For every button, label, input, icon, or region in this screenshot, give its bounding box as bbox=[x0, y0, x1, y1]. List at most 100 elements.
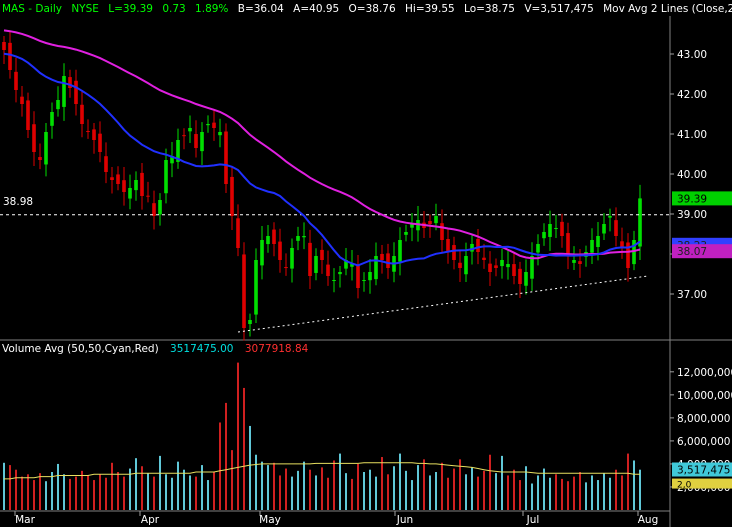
volume-bar bbox=[189, 475, 191, 510]
volume-bar bbox=[225, 402, 227, 510]
candle bbox=[410, 212, 414, 242]
candle bbox=[404, 224, 408, 242]
volume-bar bbox=[549, 477, 551, 510]
last-price-tag-bg bbox=[672, 191, 732, 206]
candle bbox=[140, 163, 144, 210]
volume-bar bbox=[81, 470, 83, 510]
volume-bar bbox=[315, 475, 317, 510]
candle bbox=[248, 313, 252, 337]
candle bbox=[56, 86, 60, 117]
candle-body bbox=[344, 260, 348, 269]
volume-bar bbox=[291, 476, 293, 510]
volume-bar bbox=[429, 475, 431, 510]
volume-bar bbox=[579, 472, 581, 510]
candle-body bbox=[260, 240, 264, 266]
candle-body bbox=[86, 130, 90, 132]
volume-bar bbox=[267, 465, 269, 510]
volume-bar bbox=[423, 459, 425, 510]
price-tick-label: 37.00 bbox=[677, 289, 707, 301]
candle bbox=[230, 166, 234, 230]
candle-body bbox=[182, 135, 186, 137]
candle bbox=[314, 248, 318, 281]
candle-body bbox=[188, 128, 192, 132]
volume-bar bbox=[483, 470, 485, 510]
candle bbox=[308, 229, 312, 290]
volume-bar bbox=[465, 474, 467, 510]
candle bbox=[398, 227, 402, 276]
price-tick-label: 39.00 bbox=[677, 209, 707, 221]
candle-body bbox=[410, 224, 414, 228]
volume-bar bbox=[459, 459, 461, 510]
candle bbox=[50, 102, 54, 139]
candle bbox=[566, 222, 570, 270]
candle bbox=[320, 239, 324, 274]
candle bbox=[332, 268, 336, 293]
candle-body bbox=[20, 96, 24, 104]
volume-bar bbox=[243, 387, 245, 510]
candle bbox=[356, 255, 360, 299]
candle bbox=[236, 204, 240, 257]
month-label: Aug bbox=[638, 514, 659, 526]
volume-bar bbox=[381, 457, 383, 510]
candle-body bbox=[494, 265, 498, 268]
candle bbox=[206, 115, 210, 133]
candle-body bbox=[506, 264, 510, 268]
interval-separator: - bbox=[28, 3, 35, 15]
volume-bar bbox=[489, 454, 491, 510]
ma20-line bbox=[3, 52, 641, 267]
candle bbox=[548, 210, 552, 251]
volume-bar bbox=[321, 467, 323, 510]
volume-bar bbox=[249, 425, 251, 510]
volume-bar bbox=[357, 463, 359, 510]
volume-header: Volume Avg (50,50,Cyan,Red) 3517475.00 3… bbox=[2, 343, 309, 355]
volume-bar bbox=[15, 469, 17, 510]
volume-bar bbox=[567, 481, 569, 510]
candle-body bbox=[146, 195, 150, 197]
candle bbox=[212, 109, 216, 141]
candle bbox=[380, 244, 384, 274]
candle bbox=[152, 190, 156, 230]
candle-body bbox=[92, 129, 96, 140]
candle bbox=[518, 261, 522, 298]
candle-body bbox=[590, 240, 594, 253]
candle-body bbox=[386, 253, 390, 268]
candle-body bbox=[230, 176, 234, 216]
candle bbox=[158, 193, 162, 226]
volume-bar bbox=[165, 474, 167, 510]
candle bbox=[74, 69, 78, 116]
volume-bar bbox=[591, 475, 593, 510]
month-label: Jul bbox=[526, 514, 540, 526]
volume-bar bbox=[387, 474, 389, 510]
candle-body bbox=[8, 42, 12, 70]
volume-bar bbox=[309, 469, 311, 510]
candle bbox=[572, 246, 576, 271]
volume-bar bbox=[543, 468, 545, 510]
volume-bar bbox=[183, 469, 185, 510]
candle-body bbox=[338, 272, 342, 275]
ma50-tag: 38.07 bbox=[677, 246, 707, 258]
volume-bar bbox=[141, 466, 143, 510]
candle bbox=[254, 248, 258, 324]
volume-bar bbox=[477, 476, 479, 510]
volume-bar bbox=[195, 476, 197, 510]
candle-body bbox=[164, 160, 168, 194]
candle-body bbox=[38, 157, 42, 160]
low: Lo=38.75 bbox=[464, 3, 515, 15]
volume-tick-label: 6,000,000 bbox=[677, 436, 730, 448]
volume-bar bbox=[207, 480, 209, 510]
candle-body bbox=[26, 100, 30, 130]
candle-body bbox=[638, 198, 642, 247]
candle bbox=[626, 233, 630, 282]
candle-body bbox=[44, 132, 48, 165]
candle-body bbox=[266, 236, 270, 245]
volume-bar bbox=[417, 465, 419, 510]
volume-bar bbox=[363, 472, 365, 510]
volume-bar bbox=[339, 453, 341, 510]
candle-body bbox=[194, 134, 198, 148]
candle-body bbox=[278, 241, 282, 260]
candle bbox=[512, 252, 516, 285]
candle-body bbox=[512, 264, 516, 276]
resistance-label: 38.98 bbox=[3, 196, 33, 208]
